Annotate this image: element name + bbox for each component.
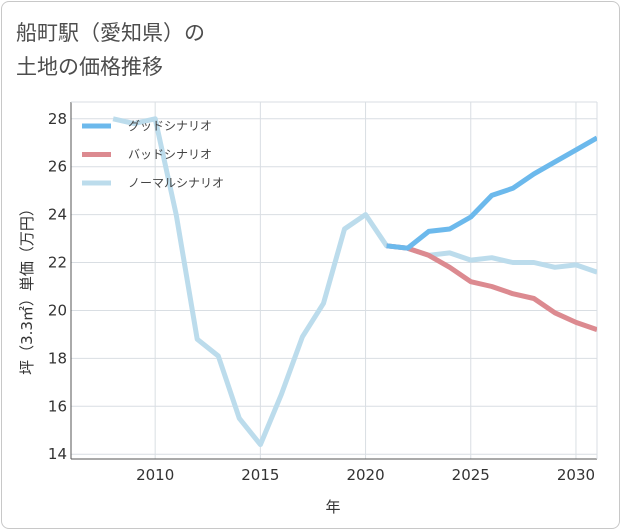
series-line-0	[386, 135, 597, 251]
tick-labels: 2010 2015 2020 2025 2030 14 16 18 20 22 24 26 28	[48, 110, 595, 484]
x-tick-label: 2025	[452, 466, 490, 484]
series-line-2	[112, 116, 597, 448]
x-axis-title: 年	[325, 498, 340, 516]
axes	[70, 101, 598, 460]
x-tick-label: 2020	[346, 466, 384, 484]
y-tick-label: 28	[48, 110, 67, 128]
legend-label: バッドシナリオ	[128, 148, 212, 162]
page-title-line2: 土地の価格推移	[16, 55, 163, 79]
legend-label: ノーマルシナリオ	[128, 176, 224, 190]
y-tick-label: 20	[48, 301, 67, 319]
y-axis-title: 坪（3.3㎡）単価（万円）	[18, 201, 36, 375]
page-title-line1: 船町駅（愛知県）の	[16, 21, 205, 45]
y-tick-label: 18	[48, 349, 67, 367]
y-tick-label: 24	[48, 206, 67, 224]
x-tick-label: 2010	[136, 466, 174, 484]
legend-item-0[interactable]: グッドシナリオ	[82, 119, 212, 133]
legend-item-2[interactable]: ノーマルシナリオ	[82, 176, 224, 190]
y-tick-label: 26	[48, 158, 67, 176]
legend-label: グッドシナリオ	[128, 119, 212, 133]
y-tick-label: 22	[48, 254, 67, 272]
series	[112, 116, 597, 448]
x-tick-label: 2015	[241, 466, 279, 484]
y-tick-label: 16	[48, 397, 67, 415]
x-tick-label: 2030	[557, 466, 595, 484]
y-tick-label: 14	[48, 445, 67, 463]
legend-item-1[interactable]: バッドシナリオ	[82, 148, 212, 162]
title-block: 船町駅（愛知県）の 土地の価格推移	[16, 16, 205, 84]
series-line-1	[386, 243, 597, 332]
